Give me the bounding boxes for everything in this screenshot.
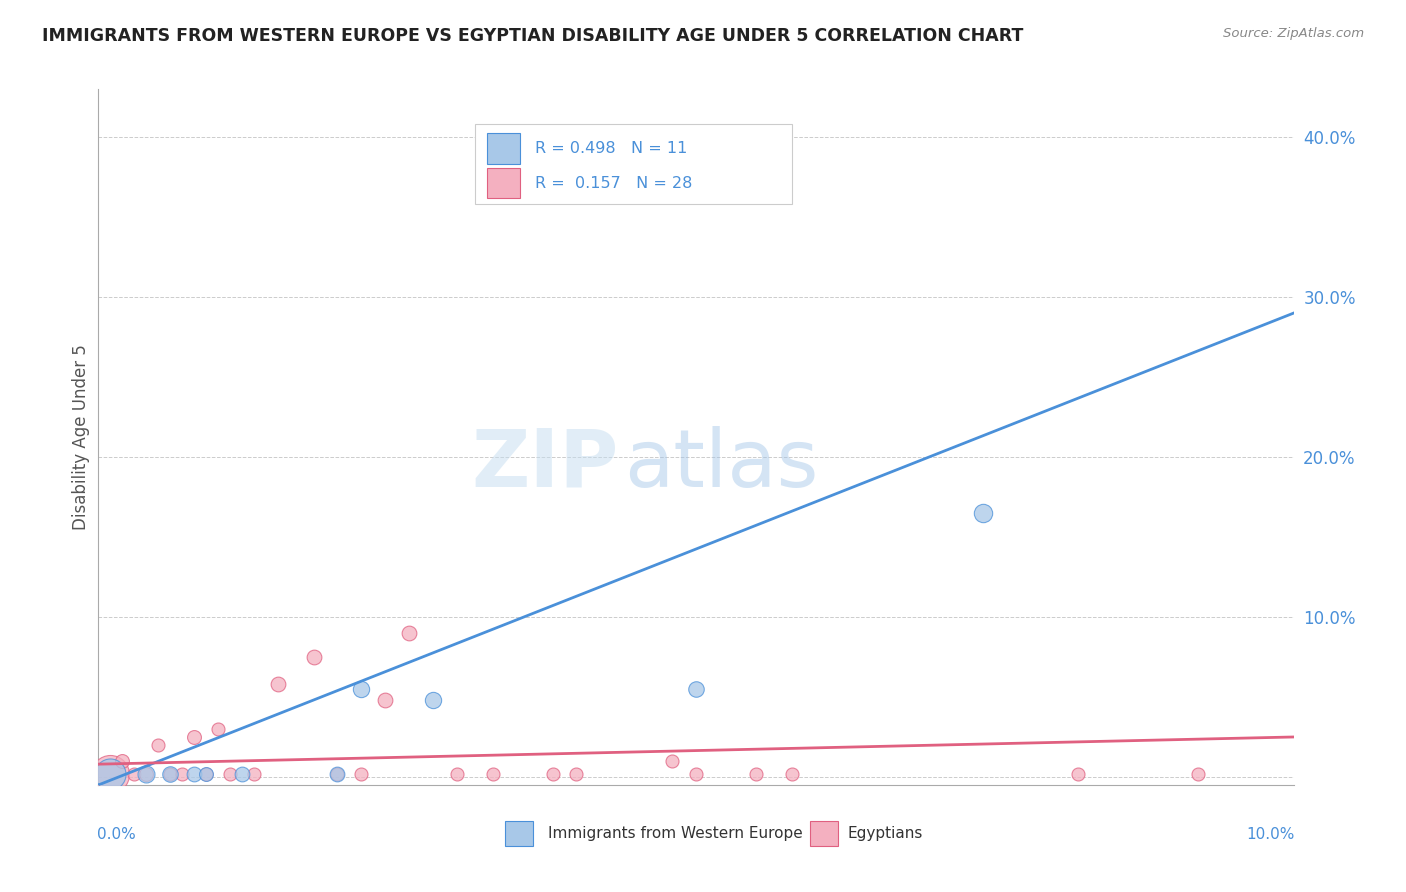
Point [231,766,253,780]
Point [326,766,349,780]
Text: R =  0.157   N = 28: R = 0.157 N = 28 [534,176,692,191]
Point [745,766,768,780]
Point [685,681,707,696]
Point [243,766,266,780]
Point [350,681,373,696]
Point [482,766,505,780]
FancyBboxPatch shape [505,822,533,847]
Point [148,738,170,752]
Point [422,693,444,707]
Point [207,722,229,736]
Point [661,754,683,768]
Point [565,766,588,780]
Point [685,766,707,780]
Point [159,766,181,780]
Point [972,506,994,520]
Point [374,693,396,707]
Point [267,677,290,691]
Point [219,766,242,780]
Point [98,766,122,780]
Point [1067,766,1090,780]
Point [195,766,218,780]
Text: ZIP: ZIP [471,425,619,504]
Point [326,766,349,780]
Text: IMMIGRANTS FROM WESTERN EUROPE VS EGYPTIAN DISABILITY AGE UNDER 5 CORRELATION CH: IMMIGRANTS FROM WESTERN EUROPE VS EGYPTI… [42,27,1024,45]
Text: atlas: atlas [624,425,818,504]
Y-axis label: Disability Age Under 5: Disability Age Under 5 [72,344,90,530]
Point [124,766,146,780]
Text: 0.0%: 0.0% [97,827,136,842]
Point [541,766,564,780]
FancyBboxPatch shape [486,168,520,198]
Text: Egyptians: Egyptians [848,826,924,841]
Point [195,766,218,780]
Text: 10.0%: 10.0% [1246,827,1295,842]
Point [350,766,373,780]
Point [111,754,134,768]
Text: Source: ZipAtlas.com: Source: ZipAtlas.com [1223,27,1364,40]
Point [135,766,157,780]
FancyBboxPatch shape [810,822,838,847]
Point [1187,766,1209,780]
Point [172,766,194,780]
Point [98,766,122,780]
Point [398,626,420,640]
Point [446,766,468,780]
FancyBboxPatch shape [486,133,520,163]
Point [302,650,325,665]
Point [183,766,205,780]
FancyBboxPatch shape [475,124,792,204]
Text: Immigrants from Western Europe: Immigrants from Western Europe [548,826,803,841]
Point [183,730,205,744]
Point [159,766,181,780]
Point [780,766,803,780]
Point [135,766,157,780]
Text: R = 0.498   N = 11: R = 0.498 N = 11 [534,141,688,156]
